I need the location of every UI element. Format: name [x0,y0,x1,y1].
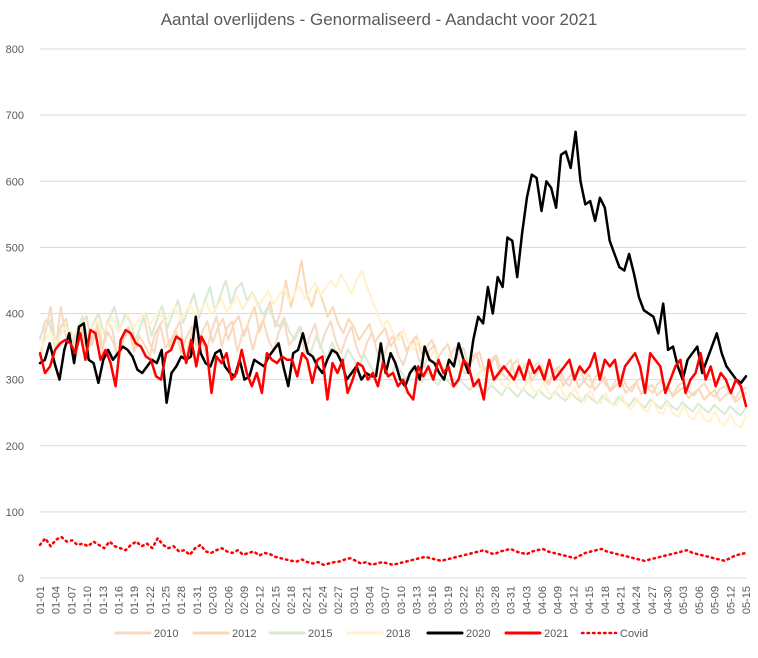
x-tick-label: 02-12 [255,586,267,614]
x-tick-label: 03-04 [364,586,376,614]
x-tick-label: 05-06 [694,586,706,614]
x-tick-label: 03-13 [412,586,424,614]
y-tick-label: 800 [6,44,24,56]
series-line-2020 [38,130,748,405]
series-line-2015 [39,279,747,417]
x-tick-label: 01-28 [176,586,188,614]
x-tick-label: 03-19 [443,586,455,614]
x-tick-label: 04-24 [631,586,643,614]
series-line-2012 [39,259,747,404]
x-tick-label: 01-31 [192,586,204,614]
x-tick-label: 04-21 [615,586,627,614]
x-tick-label: 04-15 [584,586,596,614]
x-tick-label: 03-07 [380,586,392,614]
x-tick-label: 01-04 [51,586,63,614]
x-tick-label: 05-12 [725,586,737,614]
y-tick-label: 600 [6,176,24,188]
x-tick-label: 01-19 [129,586,141,614]
x-tick-label: 01-01 [35,586,47,614]
x-tick-label: 02-18 [286,586,298,614]
series-line-2018 [39,269,747,429]
legend-label: 2015 [308,628,332,640]
x-tick-label: 01-16 [113,586,125,614]
y-tick-label: 700 [6,110,24,122]
series-line-covid [38,535,748,567]
x-tick-label: 04-09 [553,586,565,614]
x-tick-label: 03-01 [349,586,361,614]
y-tick-label: 200 [6,441,24,453]
x-tick-label: 01-10 [82,586,94,614]
x-tick-label: 04-30 [663,586,675,614]
legend-label: 2020 [466,628,490,640]
x-tick-label: 03-28 [490,586,502,614]
y-tick-label: 500 [6,242,24,254]
legend-label: Covid [620,628,648,640]
x-tick-label: 02-21 [302,586,314,614]
x-tick-label: 02-15 [270,586,282,614]
x-tick-label: 03-31 [506,586,518,614]
x-tick-label: 03-10 [396,586,408,614]
x-tick-label: 05-09 [710,586,722,614]
chart-title: Aantal overlijdens - Genormaliseerd - Aa… [160,10,598,29]
x-tick-label: 03-25 [474,586,486,614]
legend-label: 2018 [386,628,410,640]
series-line-2010 [39,305,747,400]
legend-label: 2012 [232,628,256,640]
x-tick-label: 04-12 [568,586,580,614]
x-tick-label: 04-06 [537,586,549,614]
x-tick-label: 04-27 [647,586,659,614]
legend-label: 2021 [544,628,568,640]
x-tick-label: 02-06 [223,586,235,614]
legend-label: 2010 [154,628,178,640]
x-tick-label: 03-16 [427,586,439,614]
x-tick-label: 05-03 [678,586,690,614]
series-line-2021 [38,328,748,408]
x-tick-label: 03-22 [459,586,471,614]
x-tick-label: 02-03 [208,586,220,614]
x-tick-label: 01-22 [145,586,157,614]
y-tick-label: 300 [6,375,24,387]
x-tick-label: 02-24 [317,586,329,614]
x-tick-label: 04-03 [521,586,533,614]
x-tick-label: 01-07 [66,586,78,614]
x-tick-label: 02-27 [333,586,345,614]
y-tick-label: 400 [6,309,24,321]
y-tick-label: 100 [6,507,24,519]
x-tick-label: 02-09 [239,586,251,614]
x-tick-label: 04-18 [600,586,612,614]
x-tick-label: 01-25 [161,586,173,614]
y-tick-label: 0 [18,573,24,585]
x-tick-label: 01-13 [98,586,110,614]
x-tick-label: 05-15 [741,586,753,614]
